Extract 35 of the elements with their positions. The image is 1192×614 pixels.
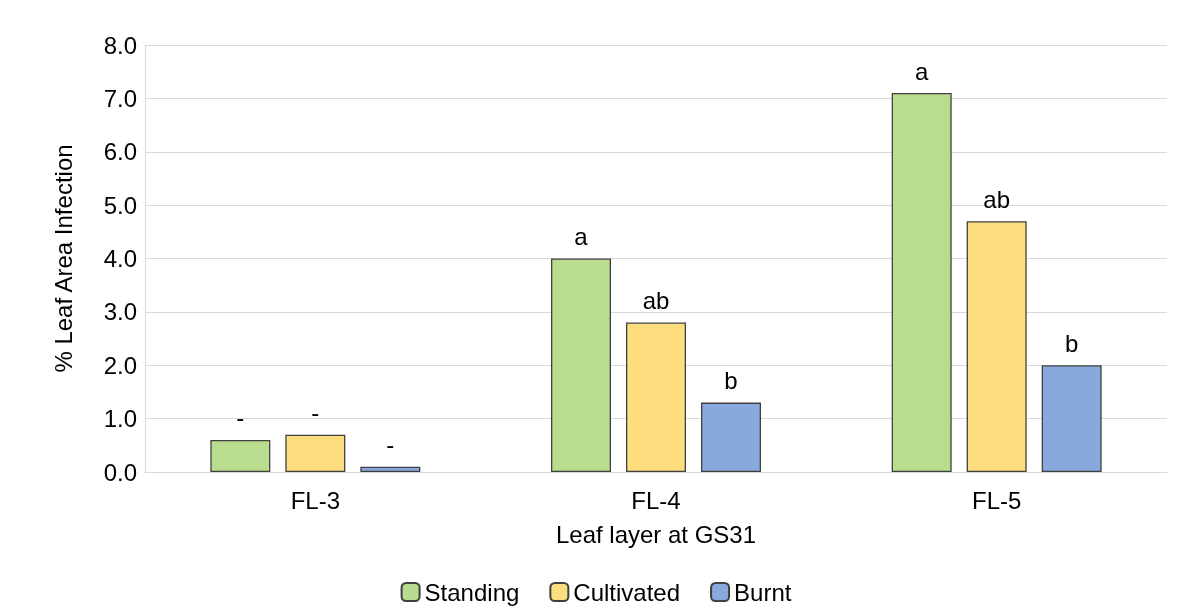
data-label: ab bbox=[642, 287, 670, 315]
bar bbox=[891, 93, 952, 472]
y-tick-label: 4.0 bbox=[103, 245, 137, 272]
y-tick-label: 0.0 bbox=[103, 458, 137, 486]
data-label: a bbox=[914, 57, 929, 85]
bar bbox=[701, 402, 761, 472]
y-tick-label: 6.0 bbox=[103, 138, 137, 166]
x-axis-title: Leaf layer at GS31 bbox=[555, 520, 757, 548]
legend-label: Cultivated bbox=[573, 578, 681, 606]
legend-label: Standing bbox=[424, 578, 520, 606]
y-tick-label: 8.0 bbox=[103, 31, 137, 59]
bar bbox=[1041, 365, 1102, 472]
bar bbox=[210, 439, 271, 472]
x-tick-label: FL-4 bbox=[631, 486, 681, 514]
data-label: a bbox=[574, 223, 589, 250]
data-label: b bbox=[1064, 329, 1079, 357]
data-label: b bbox=[724, 367, 738, 395]
y-tick-label: 3.0 bbox=[103, 298, 137, 326]
y-tick-label: 1.0 bbox=[103, 405, 137, 433]
y-tick-label: 2.0 bbox=[103, 351, 137, 379]
x-tick-label: FL-5 bbox=[971, 486, 1022, 514]
data-label: ab bbox=[983, 185, 1011, 213]
data-label: - bbox=[386, 431, 395, 459]
bar bbox=[551, 258, 611, 472]
bar bbox=[360, 466, 421, 472]
x-tick-label: FL-3 bbox=[290, 486, 341, 514]
bar bbox=[285, 434, 346, 472]
y-axis-title: % Leaf Area Infection bbox=[49, 144, 77, 373]
y-tick-label: 5.0 bbox=[103, 191, 137, 219]
bar bbox=[966, 221, 1027, 472]
bar bbox=[626, 322, 686, 472]
data-label: - bbox=[236, 404, 245, 432]
legend-label: Burnt bbox=[734, 578, 792, 606]
data-label: - bbox=[311, 399, 320, 427]
y-tick-label: 7.0 bbox=[103, 84, 137, 112]
